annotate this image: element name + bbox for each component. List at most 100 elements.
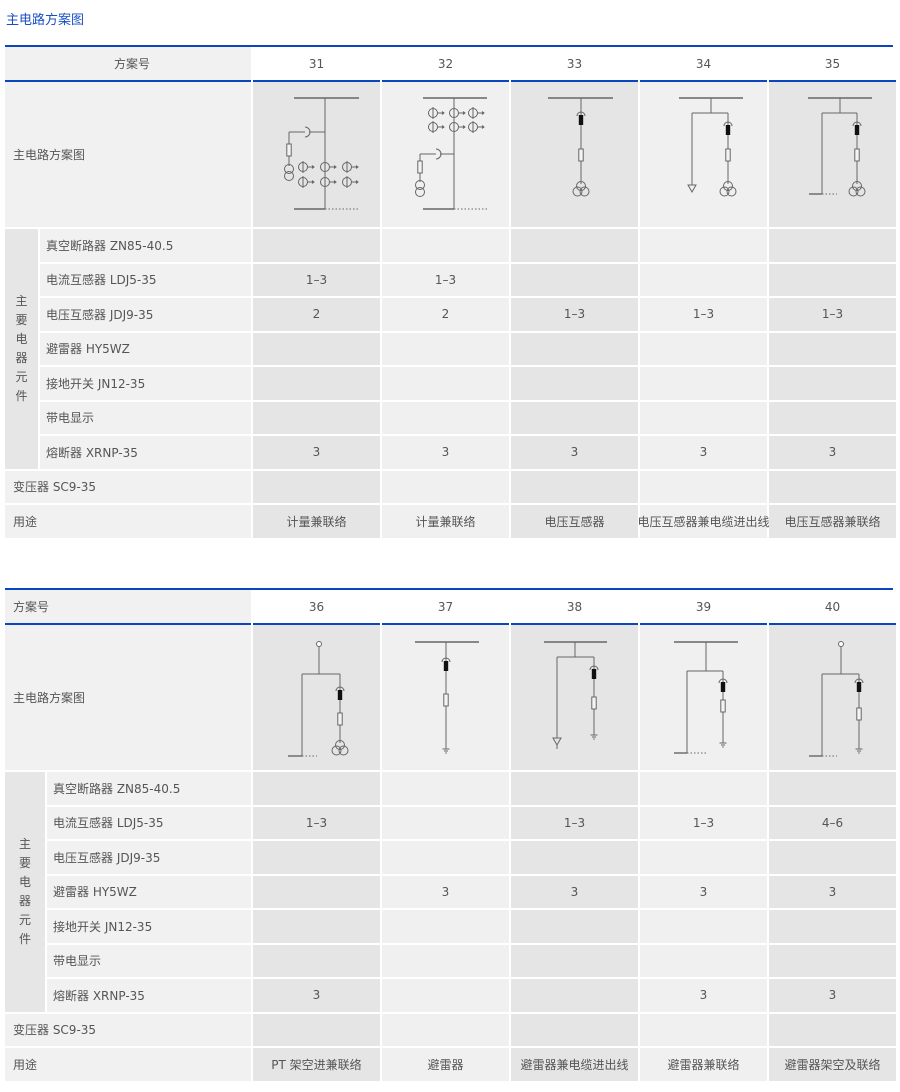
component-value: [382, 979, 509, 1012]
component-label: 电流互感器 LDJ5-35: [47, 806, 251, 839]
component-label: 带电显示: [40, 401, 251, 434]
usage-value: 计量兼联络: [382, 505, 509, 538]
component-value: [253, 772, 380, 805]
current-transformer-symbol: [449, 121, 466, 133]
current-transformer-symbol: [428, 107, 445, 119]
component-value: [382, 401, 509, 434]
breaker-symbol: [441, 657, 451, 671]
component-value: 3: [640, 979, 767, 1012]
breaker-symbol: [589, 665, 599, 679]
component-value: [640, 401, 767, 434]
scheme-number: 40: [769, 590, 896, 625]
current-transformer-symbol: [449, 107, 466, 119]
circuit-diagram-40: [769, 625, 896, 770]
transformer-symbol: [848, 181, 866, 197]
breaker-symbol: [335, 686, 345, 700]
component-value: 1–3: [382, 263, 509, 296]
transformer-value: [769, 1013, 896, 1046]
component-value: [511, 772, 638, 805]
pt-symbol: [415, 180, 425, 197]
group-label-char: 主: [18, 836, 31, 851]
group-label-char: 主: [15, 293, 28, 308]
group-label-char: 元: [18, 912, 31, 927]
circuit-diagram-39: [640, 625, 767, 770]
component-value: [253, 401, 380, 434]
component-value: [769, 772, 896, 805]
circuit-diagram-svg: [415, 641, 479, 754]
component-label: 避雷器 HY5WZ: [40, 332, 251, 365]
component-value: [640, 772, 767, 805]
breaker-symbol: [723, 121, 733, 135]
fuse-symbol: [337, 712, 343, 726]
component-value: [511, 979, 638, 1012]
current-transformer-symbol: [342, 176, 359, 188]
component-value: [382, 806, 509, 839]
scheme-number: 35: [769, 47, 896, 82]
scheme-number: 32: [382, 47, 509, 82]
circuit-diagram-36: [253, 625, 380, 770]
plug-symbol: [304, 126, 311, 138]
scheme-number-header: 方案号: [5, 590, 251, 625]
component-label: 熔断器 XRNP-35: [47, 979, 251, 1012]
breaker-symbol: [576, 111, 586, 125]
group-label-char: 器: [18, 893, 31, 908]
usage-value: 避雷器: [382, 1048, 509, 1081]
component-value: 2: [253, 298, 380, 331]
usage-value: 避雷器架空及联络: [769, 1048, 896, 1081]
transformer-value: [640, 470, 767, 503]
component-value: [640, 841, 767, 874]
fuse-symbol: [578, 148, 584, 162]
component-value: [640, 944, 767, 977]
circuit-diagram-svg: [544, 641, 607, 749]
fuse-symbol: [720, 699, 726, 713]
component-value: 3: [382, 875, 509, 908]
page-title: 主电路方案图: [6, 13, 85, 28]
component-value: [511, 332, 638, 365]
scheme-number: 37: [382, 590, 509, 625]
pt-symbol: [284, 164, 294, 181]
component-value: [253, 367, 380, 400]
usage-value: 电压互感器: [511, 505, 638, 538]
component-label: 电压互感器 JDJ9-35: [47, 841, 251, 874]
component-value: [769, 367, 896, 400]
component-label: 避雷器 HY5WZ: [47, 875, 251, 908]
current-transformer-symbol: [428, 121, 445, 133]
component-value: [382, 841, 509, 874]
component-value: [382, 910, 509, 943]
current-transformer-symbol: [320, 176, 337, 188]
component-value: [382, 367, 509, 400]
component-value: [769, 910, 896, 943]
fuse-symbol: [443, 693, 449, 707]
fuse-symbol: [591, 696, 597, 710]
scheme-number: 39: [640, 590, 767, 625]
cable-end-symbol: [687, 184, 697, 194]
component-group-label: 主要电器元件: [5, 229, 38, 469]
circuit-diagram-37: [382, 625, 509, 770]
diagram-row-label: 主电路方案图: [5, 625, 251, 770]
plug-symbol: [435, 148, 442, 160]
breaker-symbol: [852, 121, 862, 135]
component-value: [769, 332, 896, 365]
current-transformer-symbol: [342, 161, 359, 173]
usage-value: 电压互感器兼电缆进出线: [638, 505, 770, 538]
scheme-number: 34: [640, 47, 767, 82]
component-value: [640, 332, 767, 365]
component-value: [253, 841, 380, 874]
circuit-diagram-svg: [809, 641, 864, 757]
component-group-label: 主要电器元件: [5, 772, 45, 1012]
transformer-row-label: 变压器 SC9-35: [5, 470, 251, 503]
current-transformer-symbol: [320, 161, 337, 173]
component-value: 1–3: [511, 298, 638, 331]
component-value: [382, 944, 509, 977]
transformer-symbol: [719, 181, 737, 197]
ground-symbol: [442, 748, 450, 754]
component-value: 3: [511, 436, 638, 469]
breaker-symbol: [718, 678, 728, 692]
group-label-char: 件: [18, 931, 31, 946]
transformer-value: [640, 1013, 767, 1046]
component-value: [769, 841, 896, 874]
scheme-number: 36: [253, 590, 380, 625]
component-value: [511, 401, 638, 434]
terminal-symbol: [316, 641, 322, 647]
component-value: [253, 944, 380, 977]
